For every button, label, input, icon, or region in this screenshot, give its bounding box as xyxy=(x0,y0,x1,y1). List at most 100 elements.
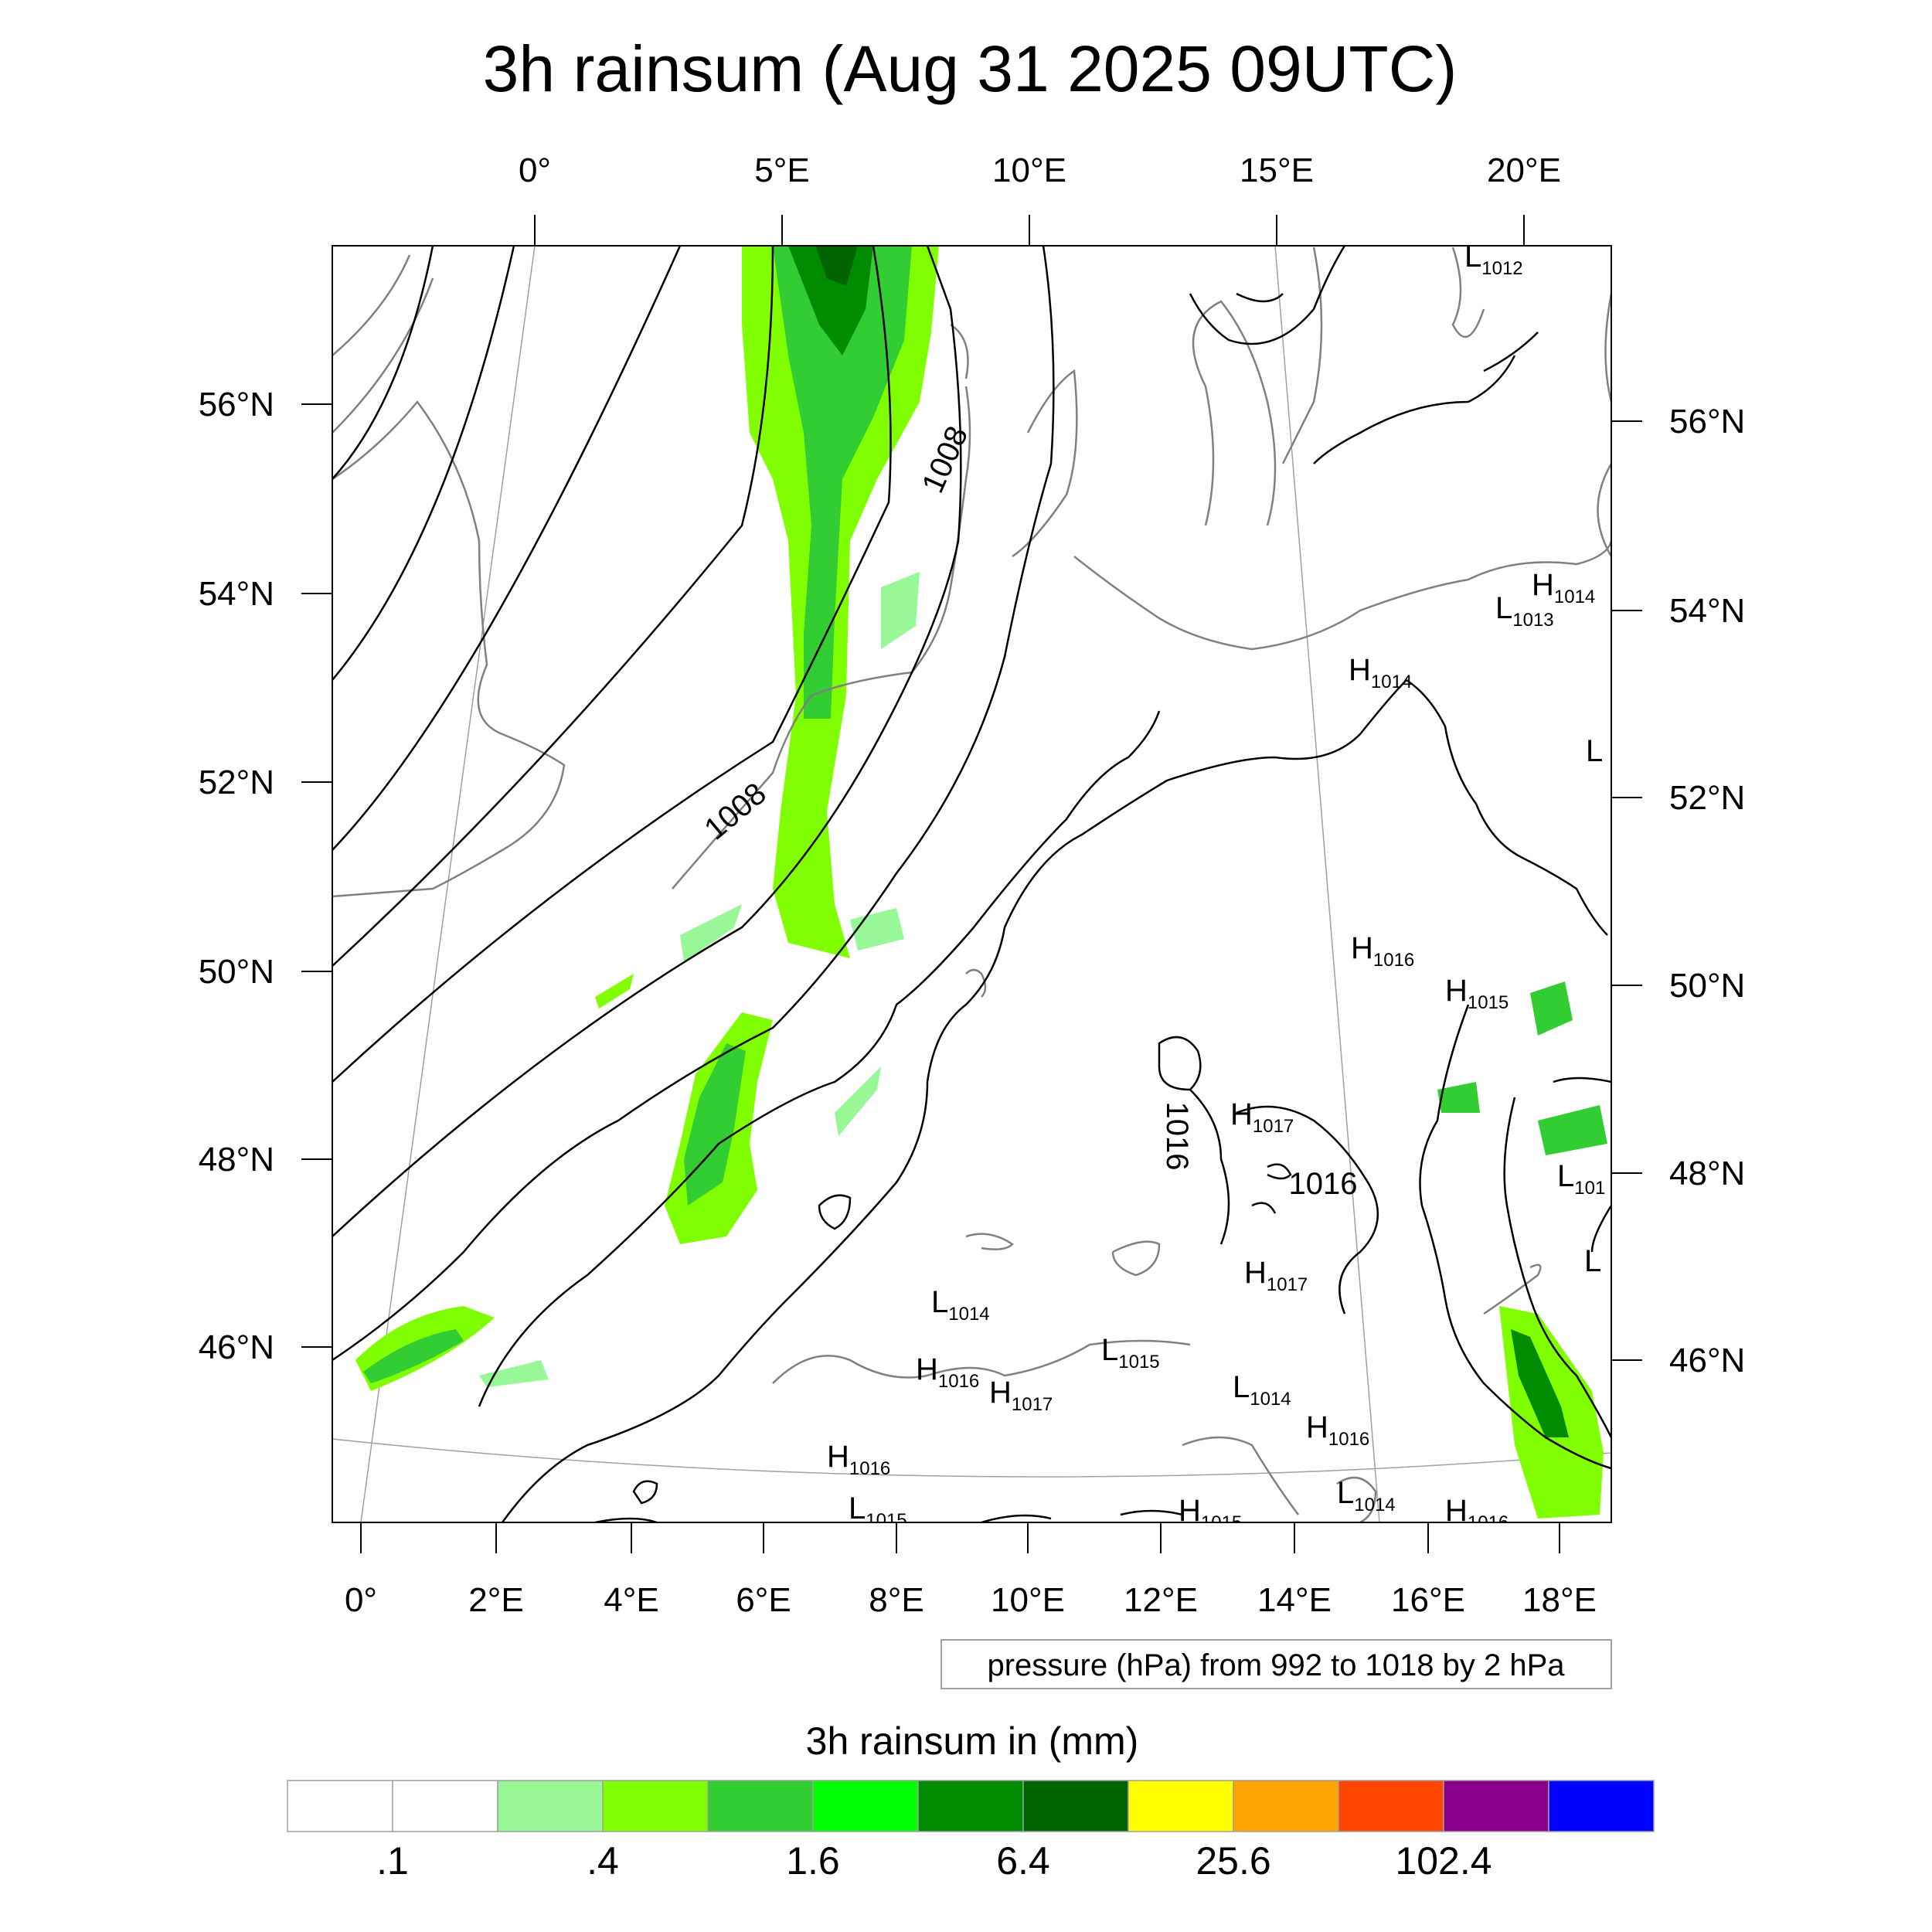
top-lon-tick-label: 20°E xyxy=(1487,151,1561,189)
bottom-lon-tick-label: 12°E xyxy=(1124,1581,1198,1619)
rain-patch-alps-2 xyxy=(479,1360,549,1387)
bottom-lon-tick-label: 2°E xyxy=(468,1581,523,1619)
bottom-lon-tick-label: 4°E xyxy=(604,1581,658,1619)
bottom-lon-tick-label: 6°E xyxy=(736,1581,791,1619)
pressure-center-high: H1016 xyxy=(916,1352,979,1392)
colorbar-swatch xyxy=(707,1780,814,1832)
pressure-center-high: H1016 xyxy=(1306,1410,1369,1450)
rain-east-3 xyxy=(1538,1105,1607,1155)
bottom-longitude-axis xyxy=(360,1522,1560,1553)
top-lon-tick-label: 5°E xyxy=(754,151,809,189)
colorbar-labels: .1 .4 1.6 6.4 25.6 102.4 xyxy=(376,1839,1492,1883)
colorbar-swatch xyxy=(1548,1780,1655,1832)
rain-east-2 xyxy=(1437,1082,1480,1113)
right-lat-tick-label: 54°N xyxy=(1669,592,1745,630)
left-latitude-axis xyxy=(301,403,332,1348)
colorbar-label: 1.6 xyxy=(786,1839,840,1883)
pressure-center-high: H1014 xyxy=(1349,653,1412,692)
rain-patch-east xyxy=(881,572,920,649)
colorbar-label: 25.6 xyxy=(1196,1839,1270,1883)
rain-band-core xyxy=(773,246,912,719)
pressure-center-low: L101 xyxy=(1557,1159,1605,1199)
colorbar-swatch xyxy=(392,1780,498,1832)
pressure-center-low: L xyxy=(1584,1244,1601,1278)
pressure-center-low: L1014 xyxy=(1233,1370,1291,1410)
pressure-note: pressure (hPa) from 992 to 1018 by 2 hPa xyxy=(987,1648,1565,1682)
pressure-center-low: L1014 xyxy=(1337,1476,1396,1515)
colorbar-swatch xyxy=(1443,1780,1549,1832)
pressure-center-high: H1014 xyxy=(1532,568,1595,607)
top-lon-tick-label: 15°E xyxy=(1240,151,1314,189)
colorbar-label: 102.4 xyxy=(1395,1839,1492,1883)
pressure-center-low: L1014 xyxy=(931,1285,990,1325)
bottom-lon-tick-label: 8°E xyxy=(869,1581,923,1619)
rain-patch-mid xyxy=(850,908,904,951)
pressure-info-box: pressure (hPa) from 992 to 1018 by 2 hPa xyxy=(940,1639,1612,1689)
isobars xyxy=(332,245,1613,1524)
colorbar-label: .1 xyxy=(376,1839,409,1883)
pressure-center-high: H1016 xyxy=(827,1440,890,1479)
pressure-centers: L1012 H1014 L1013 H1014 L H1016 H1015 H1… xyxy=(827,240,1605,1533)
rain-east-1 xyxy=(1530,981,1573,1036)
pressure-center-high: H1015 xyxy=(1445,974,1509,1013)
colorbar: 3h rainsum in (mm) .1 .4 1.6 6.4 25.6 10… xyxy=(287,1719,1655,1883)
top-lon-tick-label: 10°E xyxy=(992,151,1066,189)
isobar-label-1016-vertical: 1016 xyxy=(1160,1102,1194,1171)
right-lat-tick-label: 56°N xyxy=(1669,403,1745,440)
rain-streak-3 xyxy=(835,1066,881,1136)
bottom-lon-tick-label: 14°E xyxy=(1257,1581,1332,1619)
colorbar-label: 6.4 xyxy=(996,1839,1050,1883)
rain-streak-1 xyxy=(680,904,742,962)
colorbar-swatch xyxy=(497,1780,604,1832)
top-longitude-axis xyxy=(534,215,1525,246)
map-title: 3h rainsum (Aug 31 2025 09UTC) xyxy=(483,32,1458,105)
pressure-center-high: H1017 xyxy=(1244,1256,1308,1295)
left-lat-tick-label: 46°N xyxy=(199,1328,274,1366)
pressure-center-low: L1013 xyxy=(1495,591,1554,631)
rain-patch-alps-core xyxy=(363,1329,464,1383)
bottom-lon-tick-label: 10°E xyxy=(991,1581,1065,1619)
right-latitude-axis xyxy=(1611,420,1642,1361)
left-lat-tick-label: 48°N xyxy=(199,1141,274,1179)
left-lat-tick-label: 54°N xyxy=(199,575,274,613)
colorbar-swatch xyxy=(917,1780,1024,1832)
colorbar-swatch xyxy=(1022,1780,1129,1832)
pressure-center-high: H1016 xyxy=(1351,931,1414,971)
left-latitude-labels: 56°N 54°N 52°N 50°N 48°N 46°N xyxy=(199,386,274,1366)
map-frame xyxy=(332,245,1612,1523)
colorbar-swatch xyxy=(1128,1780,1234,1832)
bottom-lon-tick-label: 18°E xyxy=(1522,1581,1597,1619)
colorbar-swatch xyxy=(1338,1780,1444,1832)
colorbar-swatch xyxy=(812,1780,919,1832)
pressure-center-high: H1017 xyxy=(1230,1097,1294,1137)
colorbar-title: 3h rainsum in (mm) xyxy=(806,1719,1139,1763)
pressure-center-high: H1017 xyxy=(989,1376,1053,1415)
pressure-center-low: L1012 xyxy=(1464,240,1523,279)
top-lon-tick-label: 0° xyxy=(519,151,551,189)
colorbar-swatches xyxy=(287,1780,1655,1832)
left-lat-tick-label: 52°N xyxy=(199,764,274,801)
rain-east-band-core xyxy=(1511,1329,1569,1437)
pressure-center-low: L1015 xyxy=(1101,1333,1160,1372)
right-lat-tick-label: 46°N xyxy=(1669,1342,1745,1379)
right-lat-tick-label: 52°N xyxy=(1669,779,1745,817)
rain-band-heavy xyxy=(788,246,873,355)
isobar-label-1016: 1016 xyxy=(1289,1167,1358,1201)
rain-streak-2 xyxy=(595,974,634,1009)
colorbar-swatch xyxy=(287,1780,393,1832)
right-lat-tick-label: 50°N xyxy=(1669,967,1745,1005)
graticule xyxy=(332,245,1612,1523)
map-panel: 1008 1008 1016 1016 L1012 H1014 L1013 H1… xyxy=(0,232,1932,1570)
bottom-lon-tick-label: 0° xyxy=(345,1581,377,1619)
colorbar-swatch xyxy=(602,1780,709,1832)
right-latitude-labels: 56°N 54°N 52°N 50°N 48°N 46°N xyxy=(1669,403,1745,1379)
bottom-longitude-labels: 0° 2°E 4°E 6°E 8°E 10°E 12°E 14°E 16°E 1… xyxy=(345,1581,1597,1619)
left-lat-tick-label: 50°N xyxy=(199,953,274,991)
pressure-center-low: L xyxy=(1586,734,1603,768)
colorbar-swatch xyxy=(1233,1780,1339,1832)
colorbar-label: .4 xyxy=(587,1839,619,1883)
top-longitude-labels: 0° 5°E 10°E 15°E 20°E xyxy=(519,151,1561,189)
right-lat-tick-label: 48°N xyxy=(1669,1155,1745,1192)
bottom-lon-tick-label: 16°E xyxy=(1391,1581,1465,1619)
left-lat-tick-label: 56°N xyxy=(199,386,274,423)
